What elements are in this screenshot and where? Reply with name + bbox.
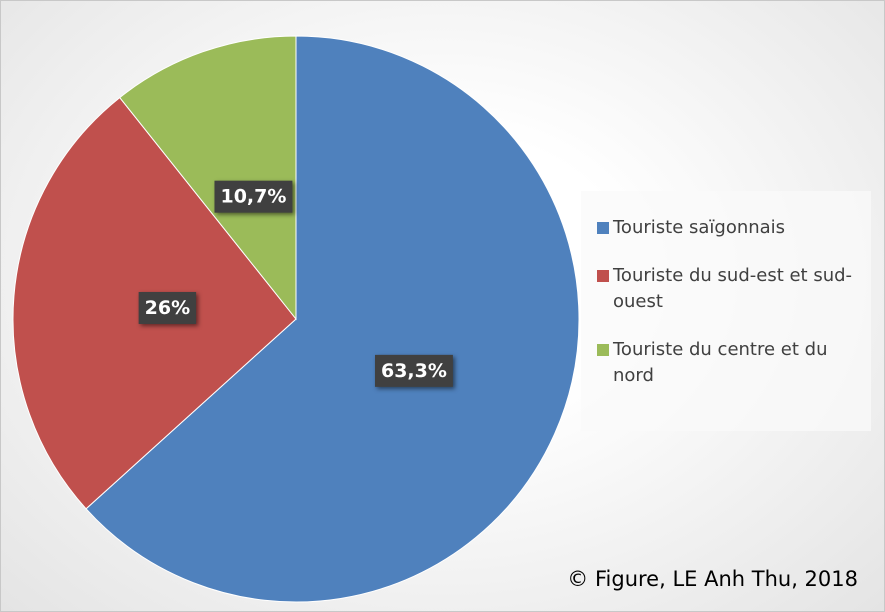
pie-slice — [85, 35, 580, 603]
legend-swatch — [597, 222, 609, 234]
legend-item: Touriste du centre et du nord — [597, 337, 861, 389]
data-label-box — [214, 180, 293, 213]
legend: Touriste saïgonnais Touriste du sud-est e… — [581, 191, 871, 431]
data-label-text: 26% — [145, 297, 190, 319]
data-label: 10,7% — [214, 180, 293, 213]
legend-label: Touriste du sud-est et sud-ouest — [613, 265, 853, 312]
legend-label: Touriste du centre et du nord — [613, 339, 828, 386]
legend-swatch — [597, 344, 609, 356]
data-label-box — [374, 354, 453, 387]
data-label: 26% — [138, 291, 197, 324]
pie-slice — [119, 35, 297, 321]
data-label-text: 63,3% — [381, 360, 447, 382]
data-label: 63,3% — [374, 354, 453, 387]
annotation: © Figure, LE Anh Thu, 2018 — [567, 567, 858, 591]
legend-label: Touriste saïgonnais — [613, 217, 786, 238]
data-label-box — [138, 291, 197, 324]
legend-item: Touriste du sud-est et sud-ouest — [597, 263, 861, 315]
data-label-text: 10,7% — [220, 186, 286, 208]
legend-item: Touriste saïgonnais — [597, 215, 861, 241]
legend-swatch — [597, 270, 609, 282]
